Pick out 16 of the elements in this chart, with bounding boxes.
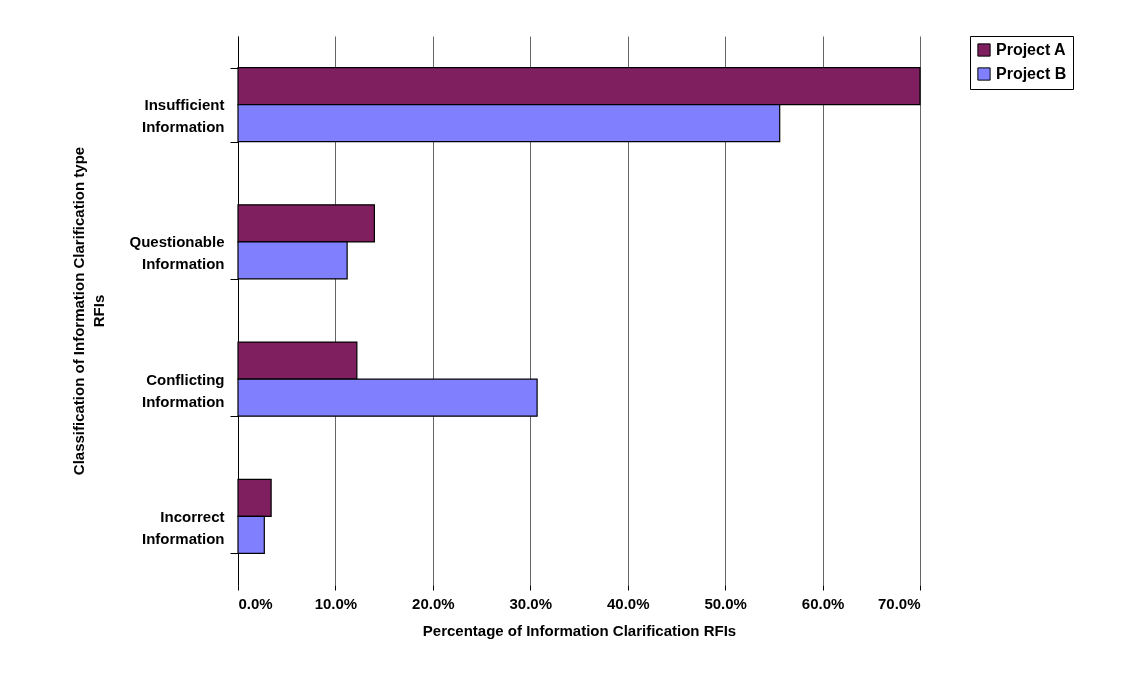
y-axis-title: Classification of Information Clarification type RFIs bbox=[70, 146, 108, 476]
x-tick-label: 40.0% bbox=[606, 594, 650, 612]
x-tick-label: 70.0% bbox=[877, 594, 921, 612]
x-tick-label: 30.0% bbox=[509, 594, 553, 612]
x-tick-label: 50.0% bbox=[704, 594, 747, 612]
y-tick-label: Insufficient Information bbox=[142, 96, 225, 136]
legend-label: Project A bbox=[996, 41, 1067, 58]
y-tick-label: Incorrect Information bbox=[142, 507, 225, 547]
x-tick-label: 0.0% bbox=[238, 594, 273, 612]
y-tick-label: Questionable Information bbox=[129, 233, 225, 273]
legend-label: Project B bbox=[996, 65, 1067, 82]
y-tick-label: Conflicting Information bbox=[142, 370, 225, 410]
x-axis-title: Percentage of Information Clarification RFIs bbox=[422, 621, 737, 639]
x-tick-label: 60.0% bbox=[801, 594, 845, 612]
x-tick-label: 10.0% bbox=[314, 594, 358, 612]
x-tick-label: 20.0% bbox=[412, 594, 455, 612]
